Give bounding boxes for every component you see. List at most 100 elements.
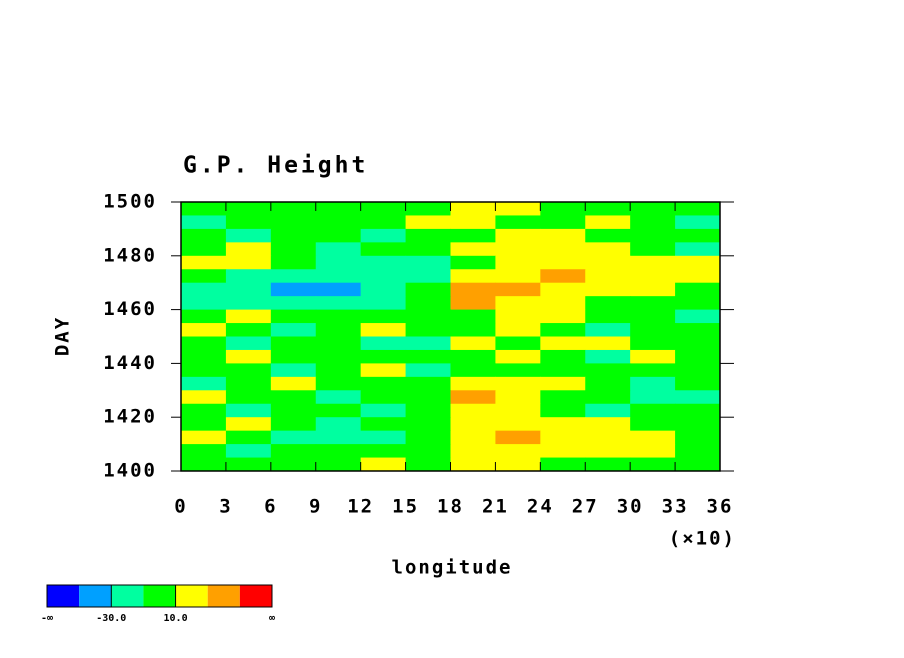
cell	[630, 390, 676, 405]
cell	[450, 430, 496, 445]
cell	[630, 444, 676, 459]
cell	[405, 444, 451, 459]
cell	[181, 457, 227, 472]
cell	[225, 202, 272, 216]
cell	[450, 215, 496, 230]
colorbar-label: -30.0	[96, 613, 126, 624]
cell	[225, 430, 272, 445]
cell	[630, 417, 676, 432]
cell	[630, 202, 676, 216]
cell	[450, 269, 496, 284]
cell	[405, 403, 451, 418]
cell	[585, 282, 631, 297]
cell	[225, 215, 272, 230]
cell	[315, 430, 362, 445]
cell	[360, 336, 407, 351]
cell	[675, 269, 721, 284]
cell	[630, 349, 676, 364]
colorbar-max-label: ∞	[269, 613, 275, 624]
cell	[675, 390, 721, 405]
cell	[585, 417, 631, 432]
cell	[450, 349, 496, 364]
cell	[181, 336, 227, 351]
cell	[450, 255, 496, 270]
cell	[181, 202, 227, 216]
colorbar-swatch	[79, 585, 112, 607]
cell	[585, 323, 631, 337]
cell	[675, 202, 721, 216]
cell	[270, 457, 317, 472]
cell	[181, 349, 227, 364]
cell	[181, 309, 227, 324]
cell	[450, 457, 496, 472]
cell	[630, 309, 676, 324]
cell	[630, 255, 676, 270]
colorbar-swatch	[239, 585, 272, 607]
cell	[630, 242, 676, 257]
x-tick-label: 3	[219, 496, 232, 518]
cell	[675, 255, 721, 270]
cell	[585, 390, 631, 405]
cell	[225, 363, 272, 378]
cell	[630, 228, 676, 243]
cell	[495, 336, 541, 351]
cell	[405, 430, 451, 445]
cell	[495, 202, 541, 216]
cell	[225, 417, 272, 432]
x-tick-label: 6	[264, 496, 277, 518]
cell	[360, 457, 407, 472]
cell	[450, 403, 496, 418]
y-tick-label: 1440	[103, 352, 157, 374]
cell	[495, 417, 541, 432]
cell	[630, 457, 676, 472]
colorbar-swatch	[143, 585, 176, 607]
cell	[540, 296, 586, 311]
cell	[450, 444, 496, 459]
cell	[360, 417, 407, 432]
cell	[540, 457, 586, 472]
cell	[181, 215, 227, 230]
cell	[630, 296, 676, 311]
cell	[360, 282, 407, 297]
cell	[225, 309, 272, 324]
cell	[405, 349, 451, 364]
cell	[315, 215, 362, 230]
cell	[675, 430, 721, 445]
cell	[450, 363, 496, 378]
cell	[495, 309, 541, 324]
cell	[225, 323, 272, 337]
cell	[450, 202, 496, 216]
y-tick-label: 1460	[103, 298, 157, 320]
cell	[315, 242, 362, 257]
cell	[360, 390, 407, 405]
cell	[495, 390, 541, 405]
cell	[270, 228, 317, 243]
cell	[315, 363, 362, 378]
cell	[360, 228, 407, 243]
cell	[450, 323, 496, 337]
cell	[270, 403, 317, 418]
cell	[315, 228, 362, 243]
cell	[181, 390, 227, 405]
cell	[225, 228, 272, 243]
y-tick-label: 1400	[103, 460, 157, 482]
cell	[360, 444, 407, 459]
cell	[495, 242, 541, 257]
cell	[450, 336, 496, 351]
cell	[315, 255, 362, 270]
cell	[450, 390, 496, 405]
cell	[360, 242, 407, 257]
cell	[270, 444, 317, 459]
y-tick-label: 1420	[103, 406, 157, 428]
x-multiplier: (×10)	[669, 528, 736, 550]
cell	[360, 296, 407, 311]
x-tick-label: 33	[662, 496, 689, 518]
cell	[630, 336, 676, 351]
cell	[360, 403, 407, 418]
cell	[540, 430, 586, 445]
cell	[405, 228, 451, 243]
cell	[540, 349, 586, 364]
cell	[225, 444, 272, 459]
cell	[450, 417, 496, 432]
cell	[675, 417, 721, 432]
